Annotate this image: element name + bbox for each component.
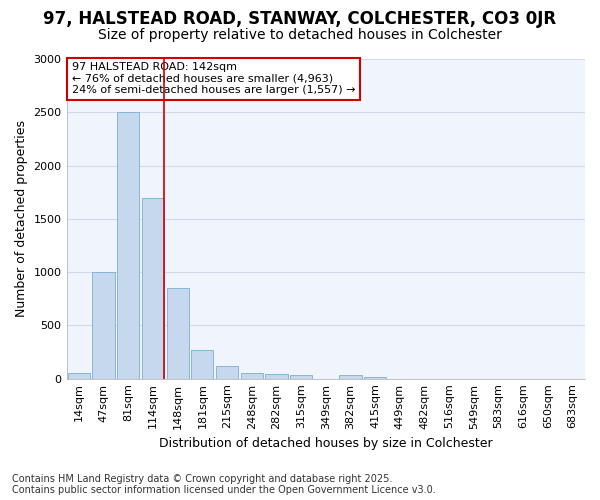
Y-axis label: Number of detached properties: Number of detached properties [15, 120, 28, 318]
Bar [92, 272, 115, 378]
Bar [216, 366, 238, 378]
Text: Contains public sector information licensed under the Open Government Licence v3: Contains public sector information licen… [12, 485, 436, 495]
Bar [290, 376, 312, 378]
Text: 97, HALSTEAD ROAD, STANWAY, COLCHESTER, CO3 0JR: 97, HALSTEAD ROAD, STANWAY, COLCHESTER, … [43, 10, 557, 28]
Bar [191, 350, 214, 378]
Bar [340, 376, 362, 378]
Bar [167, 288, 189, 378]
Text: Size of property relative to detached houses in Colchester: Size of property relative to detached ho… [98, 28, 502, 42]
Bar [117, 112, 139, 378]
Bar [68, 374, 90, 378]
Bar [241, 373, 263, 378]
Bar [265, 374, 287, 378]
Bar [142, 198, 164, 378]
Text: Contains HM Land Registry data © Crown copyright and database right 2025.: Contains HM Land Registry data © Crown c… [12, 474, 392, 484]
Text: 97 HALSTEAD ROAD: 142sqm
← 76% of detached houses are smaller (4,963)
24% of sem: 97 HALSTEAD ROAD: 142sqm ← 76% of detach… [72, 62, 355, 96]
X-axis label: Distribution of detached houses by size in Colchester: Distribution of detached houses by size … [159, 437, 493, 450]
Bar [364, 376, 386, 378]
